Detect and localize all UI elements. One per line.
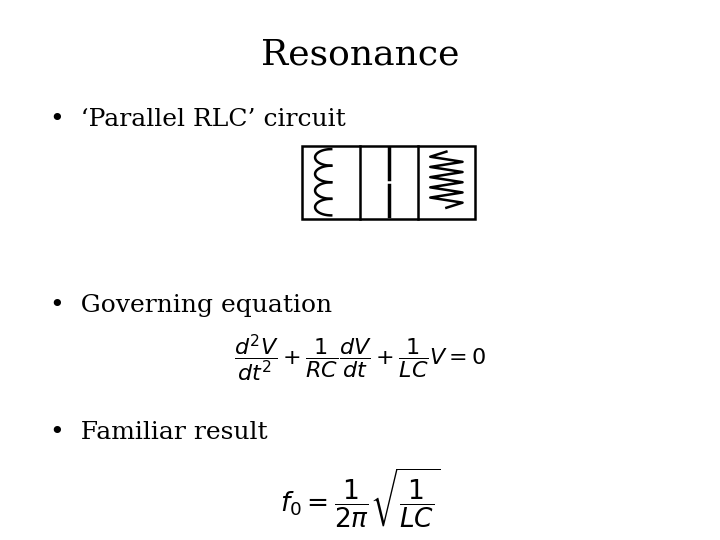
Text: $\dfrac{d^2V}{dt^2}+\dfrac{1}{RC}\dfrac{dV}{dt}+\dfrac{1}{LC}V=0$: $\dfrac{d^2V}{dt^2}+\dfrac{1}{RC}\dfrac{… (234, 332, 486, 384)
Text: •  Familiar result: • Familiar result (50, 421, 268, 444)
Text: $f_0=\dfrac{1}{2\pi}\sqrt{\dfrac{1}{LC}}$: $f_0=\dfrac{1}{2\pi}\sqrt{\dfrac{1}{LC}}… (279, 467, 441, 531)
Text: •  ‘Parallel RLC’ circuit: • ‘Parallel RLC’ circuit (50, 108, 346, 131)
Text: Resonance: Resonance (261, 38, 459, 72)
Text: •  Governing equation: • Governing equation (50, 294, 333, 318)
Bar (302, 146, 475, 219)
